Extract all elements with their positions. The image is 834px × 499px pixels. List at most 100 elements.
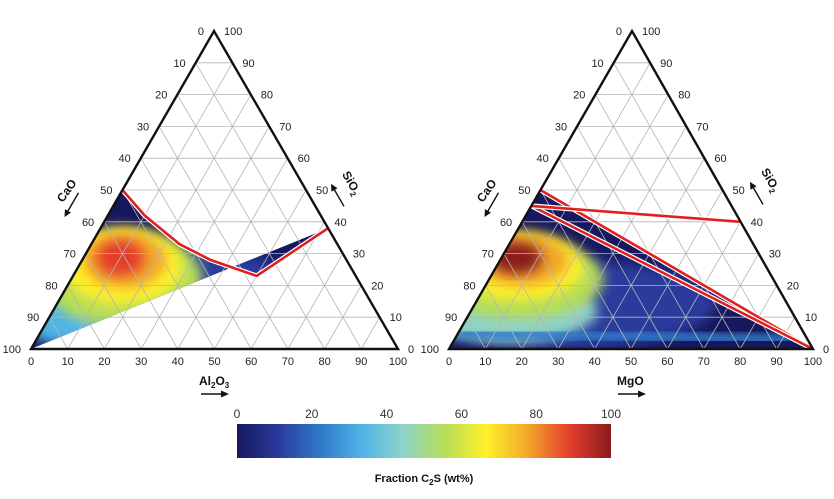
grid-line [214, 189, 307, 350]
axis-arrow-mgo [618, 390, 646, 398]
tick-label-right: 50 [733, 185, 745, 197]
svg-text:SiO2: SiO2 [756, 166, 783, 196]
boundary-line [121, 189, 329, 278]
grid-line [195, 62, 362, 350]
tick-label-bottom: 0 [28, 356, 34, 368]
tick-label-right: 0 [408, 344, 414, 356]
tick-label-right: 20 [787, 280, 799, 292]
colorbar-gradient [237, 424, 611, 458]
boundary-line [531, 204, 741, 224]
tick-label-bottom: 10 [479, 356, 491, 368]
grid-line [503, 253, 559, 350]
heat-blob [490, 242, 543, 274]
grid-line [485, 285, 523, 350]
tick-label-left: 90 [27, 312, 39, 324]
tick-label-right: 30 [353, 249, 365, 261]
tick-label-bottom: 20 [516, 356, 528, 368]
colorbar: 0 20 40 60 80 100 Fraction C2S (wt%) [234, 407, 622, 487]
colorbar-tick-label: 60 [455, 407, 469, 421]
tick-label-bottom: 50 [625, 356, 637, 368]
tick-label-bottom: 80 [318, 356, 330, 368]
tick-label-right: 40 [334, 217, 346, 229]
axis-label-al2o3: Al2O3 [199, 374, 230, 390]
tick-label-left: 30 [137, 121, 149, 133]
axis-arrow-sio2-right [750, 181, 764, 205]
colorbar-tick-label: 80 [530, 407, 544, 421]
tick-label-right: 0 [823, 344, 829, 356]
tick-label-left: 100 [421, 344, 439, 356]
grid-line [122, 189, 215, 350]
axis-label-sio2-right: SiO2 [756, 166, 783, 196]
grid-line [287, 253, 344, 350]
colorbar-tick-label: 0 [234, 407, 241, 421]
grid-line [521, 221, 595, 350]
tick-label-bottom: 40 [588, 356, 600, 368]
grid-left [48, 62, 380, 350]
tick-label-right: 70 [696, 121, 708, 133]
axis-label-sio2-left: SiO2 [337, 169, 364, 199]
tick-label-right: 100 [642, 26, 660, 38]
tick-label-right: 10 [390, 312, 402, 324]
axis-label-cao-left: CaO [54, 177, 80, 205]
grid-line [140, 126, 270, 350]
svg-text:MgO: MgO [617, 374, 644, 388]
grid-line [466, 317, 486, 350]
svg-text:CaO: CaO [54, 177, 80, 205]
tick-label-bottom: 50 [208, 356, 220, 368]
heatmap-region-left [31, 190, 329, 349]
tick-label-bottom: 70 [698, 356, 710, 368]
tick-label-right: 90 [242, 58, 254, 70]
tick-label-right: 90 [660, 58, 672, 70]
boundary-lines-right [530, 187, 815, 352]
tick-label-right: 60 [714, 153, 726, 165]
svg-text:CaO: CaO [474, 177, 500, 205]
tick-label-bottom: 90 [355, 356, 367, 368]
tick-label-left: 20 [573, 90, 585, 102]
grid-line [103, 221, 179, 350]
triangle-frame-left [28, 28, 401, 351]
tick-label-left: 70 [482, 249, 494, 261]
tick-label-left: 80 [45, 280, 57, 292]
tick-label-bottom: 100 [804, 356, 822, 368]
tick-label-left: 0 [198, 26, 204, 38]
axis-label-cao-right: CaO [474, 177, 500, 205]
colorbar-title: Fraction C2S (wt%) [375, 473, 474, 487]
colorbar-tick-label: 100 [601, 407, 621, 421]
grid-line [360, 317, 380, 350]
grid-line [67, 285, 105, 350]
axis-arrow-cao-right [484, 192, 500, 217]
boundary-line-left [120, 188, 330, 279]
tick-label-left: 0 [616, 26, 622, 38]
tick-label-left: 20 [155, 90, 167, 102]
tick-label-right: 40 [751, 217, 763, 229]
boundary-line [539, 188, 814, 351]
ternary-cao-mgo-sio2: 0 0 0 10 10 10 20 20 20 30 30 30 40 40 40 50 50 50 60 60 60 7… [421, 26, 829, 398]
axis-label-mgo: MgO [617, 374, 644, 388]
grid-line [85, 253, 142, 350]
tick-label-left: 10 [173, 58, 185, 70]
tick-label-left: 30 [555, 121, 567, 133]
grid-line [324, 285, 362, 350]
tick-label-bottom: 30 [135, 356, 147, 368]
ternary-cao-al2o3-sio2: 0 0 0 10 10 10 20 20 20 30 30 30 40 40 40 50 50 50 60 60 60 7… [3, 26, 414, 398]
tick-label-right: 50 [316, 185, 328, 197]
grid-line [613, 62, 777, 350]
colorbar-tick-labels: 0 20 40 60 80 100 [234, 407, 622, 421]
tick-label-left: 100 [3, 344, 21, 356]
grid-line [67, 62, 233, 350]
triangle-frame-right [446, 28, 816, 351]
svg-text:SiO2: SiO2 [337, 169, 364, 199]
tick-label-bottom: 40 [172, 356, 184, 368]
tick-label-bottom: 80 [734, 356, 746, 368]
tick-label-bottom: 90 [770, 356, 782, 368]
tick-label-bottom: 30 [552, 356, 564, 368]
tick-label-left: 80 [463, 280, 475, 292]
axis-arrow-sio2-left [331, 183, 345, 207]
tick-label-right: 100 [224, 26, 242, 38]
tick-label-bottom: 60 [661, 356, 673, 368]
tick-label-left: 60 [82, 217, 94, 229]
tick-label-right: 60 [298, 153, 310, 165]
tick-label-left: 60 [500, 217, 512, 229]
tick-label-left: 40 [119, 153, 131, 165]
